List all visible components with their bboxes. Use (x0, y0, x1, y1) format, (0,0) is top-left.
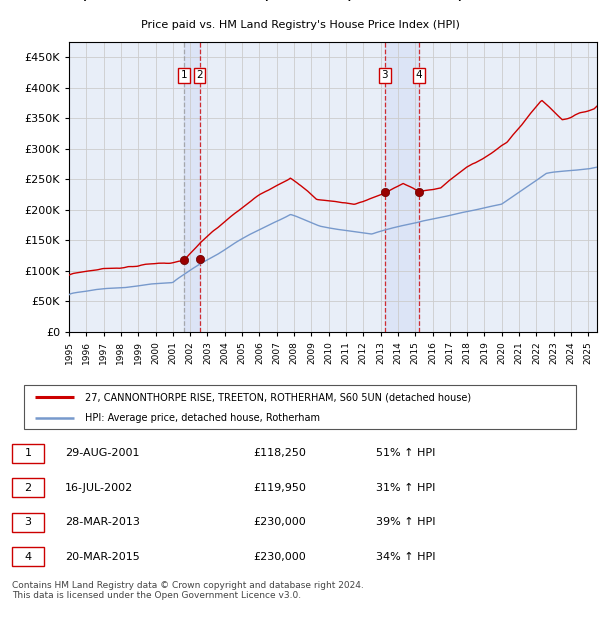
Text: 39% ↑ HPI: 39% ↑ HPI (376, 517, 436, 528)
Text: 2: 2 (25, 483, 32, 493)
Text: 31% ↑ HPI: 31% ↑ HPI (376, 483, 436, 493)
FancyBboxPatch shape (12, 479, 44, 497)
Text: 3: 3 (25, 517, 32, 528)
Bar (385, 42, 419, 332)
Text: 3: 3 (382, 70, 388, 81)
Text: Contains HM Land Registry data © Crown copyright and database right 2024.
This d: Contains HM Land Registry data © Crown c… (12, 581, 364, 600)
FancyBboxPatch shape (24, 385, 576, 429)
Text: 27, CANNONTHORPE RISE, TREETON, ROTHERHAM, S60 5UN: 27, CANNONTHORPE RISE, TREETON, ROTHERHA… (65, 0, 536, 2)
Text: £230,000: £230,000 (253, 517, 306, 528)
FancyBboxPatch shape (12, 547, 44, 566)
Text: 20-MAR-2015: 20-MAR-2015 (65, 552, 140, 562)
Text: £230,000: £230,000 (253, 552, 306, 562)
FancyBboxPatch shape (12, 513, 44, 532)
Text: 4: 4 (25, 552, 32, 562)
Text: 4: 4 (416, 70, 422, 81)
Text: 27, CANNONTHORPE RISE, TREETON, ROTHERHAM, S60 5UN (detached house): 27, CANNONTHORPE RISE, TREETON, ROTHERHA… (85, 392, 471, 402)
Text: Price paid vs. HM Land Registry's House Price Index (HPI): Price paid vs. HM Land Registry's House … (140, 20, 460, 30)
Text: 1: 1 (25, 448, 32, 458)
Text: 16-JUL-2002: 16-JUL-2002 (65, 483, 133, 493)
Text: 51% ↑ HPI: 51% ↑ HPI (376, 448, 436, 458)
Text: HPI: Average price, detached house, Rotherham: HPI: Average price, detached house, Roth… (85, 413, 320, 423)
Text: £118,250: £118,250 (253, 448, 306, 458)
Bar (184, 42, 200, 332)
Text: £119,950: £119,950 (253, 483, 306, 493)
Text: 28-MAR-2013: 28-MAR-2013 (65, 517, 140, 528)
FancyBboxPatch shape (12, 444, 44, 463)
Text: 34% ↑ HPI: 34% ↑ HPI (376, 552, 436, 562)
Text: 29-AUG-2001: 29-AUG-2001 (65, 448, 139, 458)
Text: 1: 1 (181, 70, 188, 81)
Text: 2: 2 (196, 70, 203, 81)
